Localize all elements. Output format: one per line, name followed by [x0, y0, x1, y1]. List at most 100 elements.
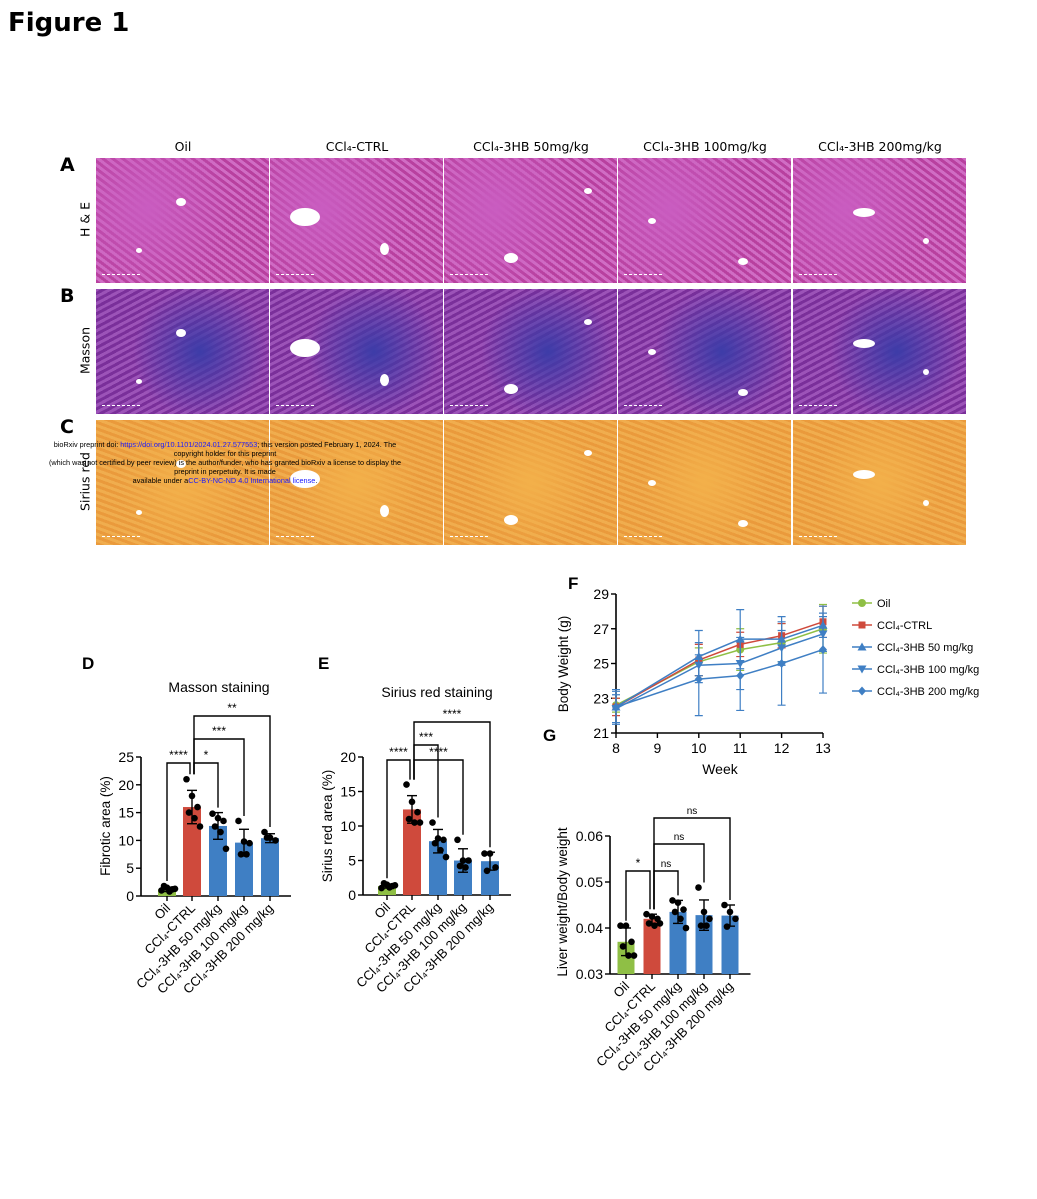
data-point — [732, 915, 739, 923]
data-point — [454, 836, 461, 844]
significance-bracket — [653, 870, 679, 910]
y-tick-label: 15 — [340, 784, 356, 800]
data-point — [723, 923, 731, 930]
vessel-lumen — [853, 208, 875, 217]
y-axis-label: Sirius red area (%) — [320, 770, 335, 883]
y-tick-label: 0 — [126, 888, 134, 904]
data-point — [211, 823, 219, 830]
doi-link[interactable]: https://doi.org/10.1101/2024.01.27.57755… — [120, 440, 258, 449]
vessel-lumen — [380, 243, 389, 255]
data-point — [222, 845, 230, 853]
data-point — [481, 850, 488, 857]
significance-label: * — [636, 856, 641, 870]
significance-label: * — [204, 748, 209, 762]
data-point — [492, 864, 499, 871]
column-header: CCl₄-3HB 100mg/kg — [643, 139, 767, 154]
vessel-lumen — [584, 450, 592, 456]
histology-image-sr — [444, 420, 617, 545]
series-line — [615, 624, 824, 708]
significance-label: *** — [419, 730, 433, 744]
significance-label: **** — [429, 745, 448, 759]
data-point — [677, 915, 684, 923]
vessel-lumen — [648, 480, 656, 486]
scale-bar — [799, 536, 837, 539]
histology-image-ms — [270, 289, 443, 414]
data-point — [194, 803, 201, 811]
data-point — [405, 815, 413, 823]
significance-bracket — [193, 715, 271, 828]
x-tick-label: 8 — [612, 740, 620, 756]
vessel-lumen — [504, 515, 518, 525]
data-point — [700, 908, 708, 916]
data-point — [166, 888, 173, 895]
significance-bracket — [166, 762, 191, 881]
chart-title: Masson staining — [168, 679, 269, 695]
data-point — [465, 857, 472, 864]
scale-bar — [450, 536, 488, 539]
data-point — [386, 884, 393, 891]
data-point — [408, 798, 416, 806]
data-point — [240, 838, 248, 845]
data-point — [721, 901, 728, 909]
histology-image-ms — [618, 289, 791, 414]
data-point — [651, 922, 658, 929]
data-point — [188, 792, 196, 800]
vessel-lumen — [290, 470, 320, 488]
scale-bar — [276, 405, 314, 408]
vessel-lumen — [923, 500, 929, 506]
panel-label: F — [568, 574, 578, 593]
vessel-lumen — [923, 369, 929, 375]
data-point — [237, 851, 245, 858]
data-point — [680, 906, 687, 913]
legend-marker — [857, 642, 867, 651]
y-tick-label: 5 — [348, 853, 356, 869]
x-tick-label: 10 — [691, 740, 707, 756]
data-point — [682, 924, 690, 932]
data-point — [442, 853, 450, 861]
significance-bracket — [413, 721, 491, 848]
x-tick-label: 11 — [733, 740, 748, 756]
data-point — [403, 781, 410, 788]
legend-label: CCl₄-3HB 100 mg/kg — [877, 664, 979, 676]
significance-label: **** — [443, 707, 462, 721]
data-point — [456, 862, 464, 870]
data-point — [703, 922, 710, 929]
data-point — [706, 915, 713, 923]
bar — [643, 918, 661, 974]
data-point — [669, 897, 676, 904]
significance-label: **** — [389, 745, 408, 759]
legend-label: CCl₄-3HB 50 mg/kg — [877, 642, 973, 654]
y-tick-label: 27 — [593, 621, 609, 637]
y-tick-label: 10 — [118, 832, 134, 848]
y-tick-label: 0.05 — [576, 874, 603, 890]
data-point — [695, 884, 702, 891]
data-point — [671, 908, 679, 916]
watermark-text: available under a — [132, 476, 189, 485]
legend-marker — [858, 686, 866, 696]
data-point — [263, 834, 271, 841]
figure-title: Figure 1 — [8, 8, 130, 38]
significance-bracket — [653, 843, 705, 910]
panel-label: A — [60, 154, 75, 176]
data-point — [694, 674, 703, 684]
panel-label: B — [60, 285, 75, 307]
data-point — [235, 817, 242, 825]
vessel-lumen — [584, 188, 592, 194]
scale-bar — [102, 274, 140, 277]
bar — [617, 941, 635, 974]
y-tick-label: 5 — [126, 860, 134, 876]
column-header: CCl₄-CTRL — [325, 139, 389, 154]
y-tick-label: 10 — [340, 818, 356, 834]
license-link[interactable]: CC-BY-NC-ND 4.0 International license — [188, 476, 316, 485]
bar — [721, 915, 739, 974]
significance-label: ns — [674, 832, 685, 843]
x-tick-label: 9 — [654, 740, 662, 756]
scale-bar — [276, 274, 314, 277]
y-tick-label: 29 — [593, 586, 609, 602]
data-point — [414, 808, 421, 816]
data-point — [726, 908, 734, 916]
histology-image-ms — [96, 289, 269, 414]
data-point — [429, 819, 436, 826]
x-tick-label: 12 — [774, 740, 790, 756]
y-axis-label: Fibrotic area (%) — [98, 776, 113, 876]
